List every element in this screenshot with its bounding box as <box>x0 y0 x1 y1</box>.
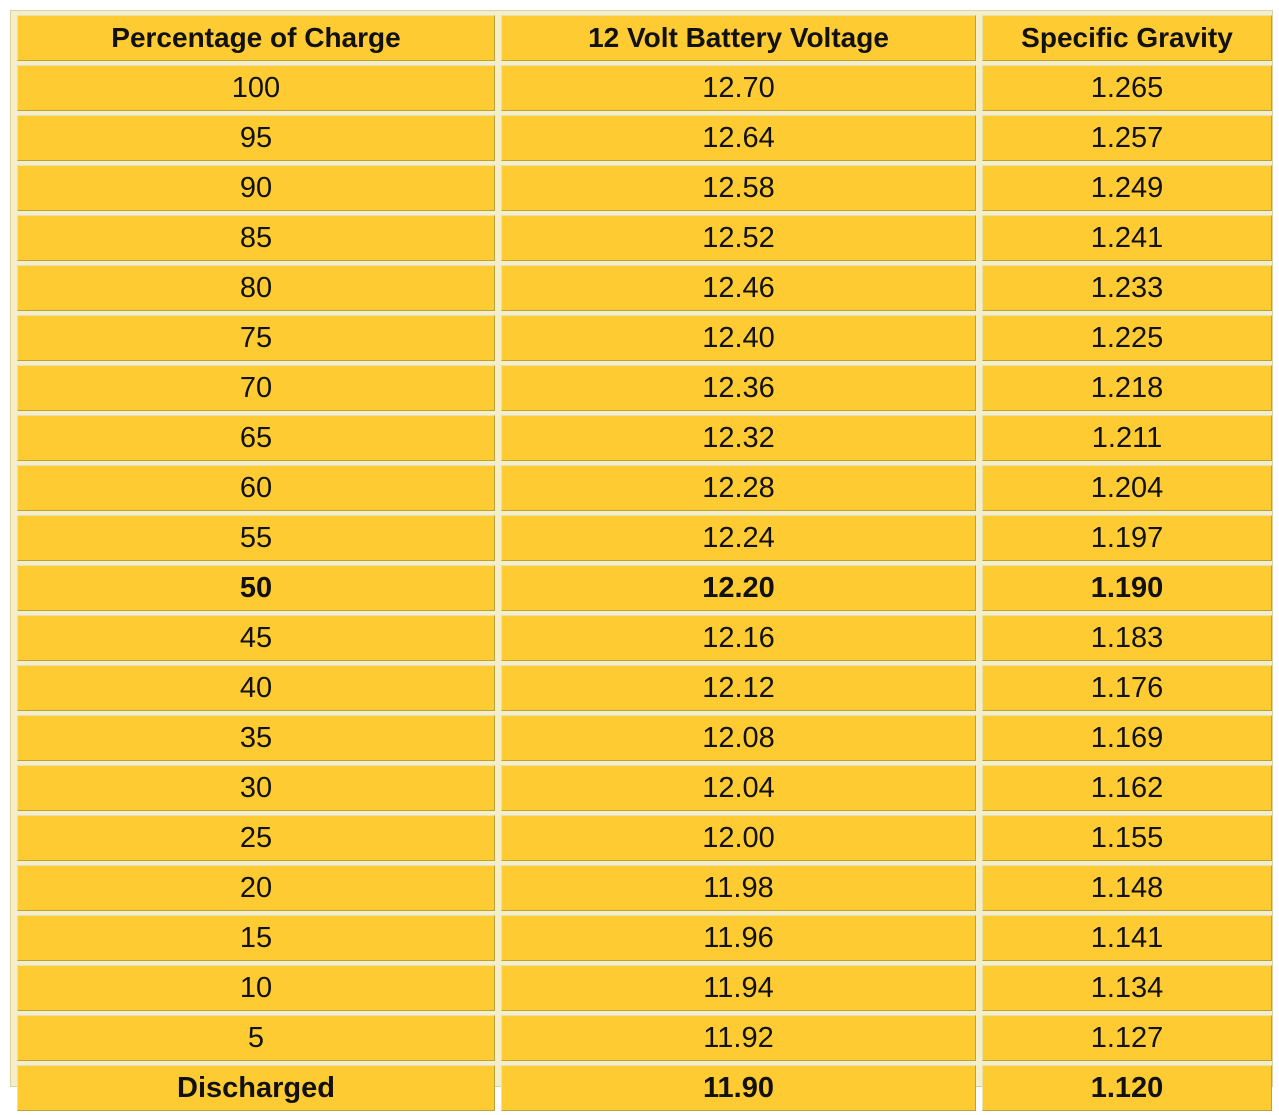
voltage-cell: 12.52 <box>501 215 976 261</box>
voltage-cell: 12.58 <box>501 165 976 211</box>
charge-cell: 75 <box>17 315 495 361</box>
table-row: 50 12.20 1.190 <box>17 565 1272 611</box>
voltage-cell: 12.04 <box>501 765 976 811</box>
table-row: 65 12.32 1.211 <box>17 415 1272 461</box>
charge-cell: 80 <box>17 265 495 311</box>
voltage-cell: 12.20 <box>501 565 976 611</box>
gravity-cell: 1.176 <box>982 665 1272 711</box>
column-header-charge: Percentage of Charge <box>17 15 495 61</box>
charge-cell: 20 <box>17 865 495 911</box>
voltage-cell: 12.08 <box>501 715 976 761</box>
charge-cell: 65 <box>17 415 495 461</box>
voltage-cell: 12.70 <box>501 65 976 111</box>
charge-cell: 90 <box>17 165 495 211</box>
table-row: 30 12.04 1.162 <box>17 765 1272 811</box>
gravity-cell: 1.141 <box>982 915 1272 961</box>
table-body: 100 12.70 1.265 95 12.64 1.257 90 12.58 1.249 85 1… <box>17 65 1272 1111</box>
gravity-cell: 1.148 <box>982 865 1272 911</box>
charge-cell: 25 <box>17 815 495 861</box>
gravity-cell: 1.183 <box>982 615 1272 661</box>
voltage-cell: 12.12 <box>501 665 976 711</box>
table-row: 80 12.46 1.233 <box>17 265 1272 311</box>
table-row: 35 12.08 1.169 <box>17 715 1272 761</box>
charge-cell: 10 <box>17 965 495 1011</box>
gravity-cell: 1.249 <box>982 165 1272 211</box>
charge-cell: 30 <box>17 765 495 811</box>
voltage-cell: 11.92 <box>501 1015 976 1061</box>
table-row: 85 12.52 1.241 <box>17 215 1272 261</box>
column-header-gravity: Specific Gravity <box>982 15 1272 61</box>
charge-cell: 85 <box>17 215 495 261</box>
gravity-cell: 1.265 <box>982 65 1272 111</box>
gravity-cell: 1.225 <box>982 315 1272 361</box>
gravity-cell: 1.204 <box>982 465 1272 511</box>
charge-voltage-gravity-table: Percentage of Charge 12 Volt Battery Vol… <box>11 11 1278 1115</box>
voltage-cell: 11.90 <box>501 1065 976 1111</box>
table-row: 90 12.58 1.249 <box>17 165 1272 211</box>
gravity-cell: 1.127 <box>982 1015 1272 1061</box>
column-header-voltage: 12 Volt Battery Voltage <box>501 15 976 61</box>
charge-cell: 70 <box>17 365 495 411</box>
table-row: 95 12.64 1.257 <box>17 115 1272 161</box>
charge-cell: 100 <box>17 65 495 111</box>
table-row: 100 12.70 1.265 <box>17 65 1272 111</box>
gravity-cell: 1.211 <box>982 415 1272 461</box>
table-row: 15 11.96 1.141 <box>17 915 1272 961</box>
gravity-cell: 1.257 <box>982 115 1272 161</box>
charge-cell: 35 <box>17 715 495 761</box>
charge-cell: 95 <box>17 115 495 161</box>
gravity-cell: 1.155 <box>982 815 1272 861</box>
table-row: 25 12.00 1.155 <box>17 815 1272 861</box>
voltage-cell: 12.24 <box>501 515 976 561</box>
header-row: Percentage of Charge 12 Volt Battery Vol… <box>17 15 1272 61</box>
voltage-cell: 11.98 <box>501 865 976 911</box>
charge-cell: 60 <box>17 465 495 511</box>
gravity-cell: 1.218 <box>982 365 1272 411</box>
table-row: 5 11.92 1.127 <box>17 1015 1272 1061</box>
voltage-cell: 12.40 <box>501 315 976 361</box>
charge-cell: Discharged <box>17 1065 495 1111</box>
gravity-cell: 1.169 <box>982 715 1272 761</box>
table-row: 20 11.98 1.148 <box>17 865 1272 911</box>
charge-cell: 15 <box>17 915 495 961</box>
charge-cell: 50 <box>17 565 495 611</box>
charge-cell: 40 <box>17 665 495 711</box>
table-row: 55 12.24 1.197 <box>17 515 1272 561</box>
voltage-cell: 12.16 <box>501 615 976 661</box>
battery-charge-table: Percentage of Charge 12 Volt Battery Vol… <box>10 10 1273 1111</box>
gravity-cell: 1.134 <box>982 965 1272 1011</box>
charge-cell: 55 <box>17 515 495 561</box>
table-row: 75 12.40 1.225 <box>17 315 1272 361</box>
gravity-cell: 1.241 <box>982 215 1272 261</box>
voltage-cell: 12.46 <box>501 265 976 311</box>
voltage-cell: 12.28 <box>501 465 976 511</box>
gravity-cell: 1.233 <box>982 265 1272 311</box>
table-row: 45 12.16 1.183 <box>17 615 1272 661</box>
charge-cell: 45 <box>17 615 495 661</box>
table-row: 60 12.28 1.204 <box>17 465 1272 511</box>
voltage-cell: 11.94 <box>501 965 976 1011</box>
table-row: 10 11.94 1.134 <box>17 965 1272 1011</box>
voltage-cell: 12.36 <box>501 365 976 411</box>
gravity-cell: 1.190 <box>982 565 1272 611</box>
table-row: 40 12.12 1.176 <box>17 665 1272 711</box>
table-row: Discharged 11.90 1.120 <box>17 1065 1272 1111</box>
charge-cell: 5 <box>17 1015 495 1061</box>
gravity-cell: 1.162 <box>982 765 1272 811</box>
voltage-cell: 11.96 <box>501 915 976 961</box>
voltage-cell: 12.00 <box>501 815 976 861</box>
table-row: 70 12.36 1.218 <box>17 365 1272 411</box>
gravity-cell: 1.197 <box>982 515 1272 561</box>
gravity-cell: 1.120 <box>982 1065 1272 1111</box>
voltage-cell: 12.32 <box>501 415 976 461</box>
voltage-cell: 12.64 <box>501 115 976 161</box>
